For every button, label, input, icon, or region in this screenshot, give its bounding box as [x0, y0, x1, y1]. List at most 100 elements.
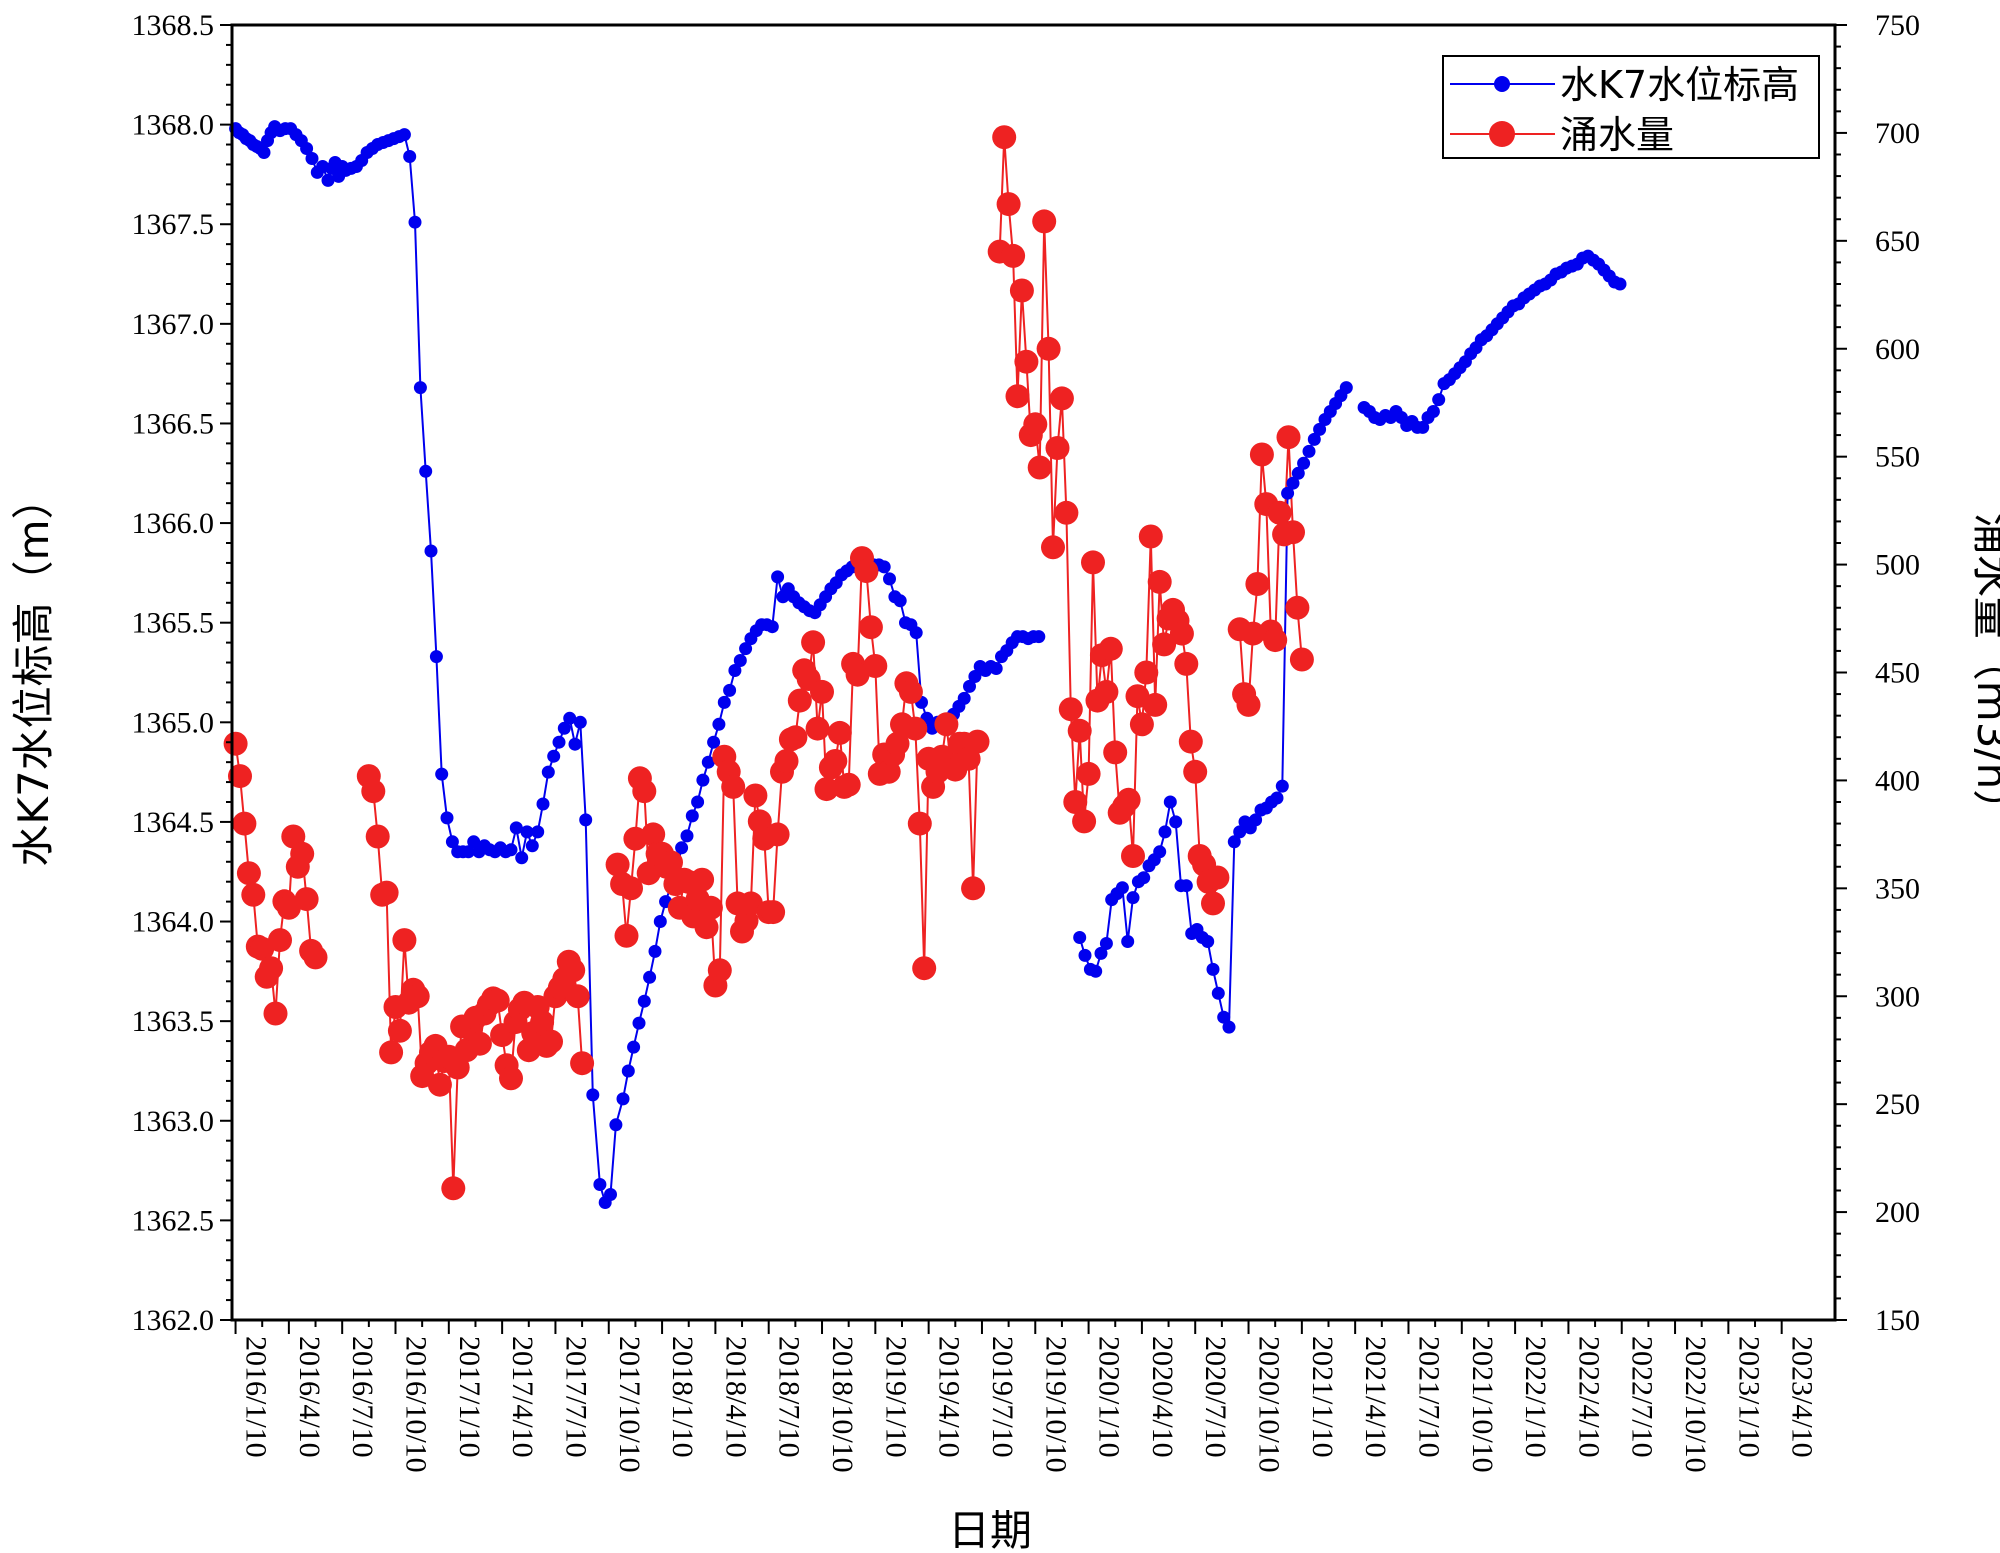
data-point-inflow — [1098, 636, 1123, 661]
data-point-inflow — [1116, 787, 1141, 812]
data-point-water-level — [408, 215, 422, 229]
y-right-tick-label: 200 — [1875, 1196, 1920, 1229]
x-tick-label: 2023/1/10 — [1732, 1336, 1765, 1458]
data-point-inflow — [738, 891, 763, 916]
legend-label-water-level: 水K7水位标高 — [1560, 63, 1799, 107]
x-tick-label: 2020/10/10 — [1253, 1336, 1286, 1473]
data-point-water-level — [509, 821, 523, 835]
y-left-tick-label: 1365.5 — [132, 607, 215, 640]
x-axis-title: 日期 — [948, 1506, 1032, 1553]
data-point-water-level — [1432, 393, 1446, 407]
x-tick-label: 2019/7/10 — [986, 1336, 1019, 1458]
x-tick-label: 2022/7/10 — [1626, 1336, 1659, 1458]
data-point-inflow — [1027, 455, 1052, 480]
data-point-water-level — [1153, 845, 1167, 859]
data-point-inflow — [223, 731, 248, 756]
data-point-inflow — [263, 1001, 288, 1026]
data-point-inflow — [845, 662, 870, 687]
data-point-water-level — [1115, 881, 1129, 895]
data-point-water-level — [440, 811, 454, 825]
data-point-inflow — [1134, 660, 1159, 685]
data-point-inflow — [698, 895, 723, 920]
data-point-inflow — [1014, 349, 1039, 374]
data-point-inflow — [965, 729, 990, 754]
data-point-inflow — [530, 1010, 555, 1035]
data-point-water-level — [419, 464, 433, 478]
data-point-inflow — [1094, 679, 1119, 704]
data-point-inflow — [801, 630, 826, 655]
data-point-inflow — [387, 1018, 412, 1043]
data-point-water-level — [1339, 381, 1353, 395]
data-point-water-level — [653, 915, 667, 928]
data-point-water-level — [424, 544, 438, 558]
y-right-tick-label: 750 — [1875, 9, 1920, 42]
data-point-water-level — [1169, 815, 1183, 829]
data-point-water-level — [573, 715, 587, 729]
data-point-inflow — [863, 654, 888, 678]
data-point-water-level — [989, 662, 1003, 675]
data-point-water-level — [680, 829, 694, 843]
data-point-inflow — [1072, 809, 1097, 834]
data-point-water-level — [1270, 791, 1284, 805]
data-point-inflow — [823, 749, 848, 773]
data-point-water-level — [771, 570, 785, 584]
data-point-inflow — [694, 915, 719, 940]
data-point-inflow — [1236, 692, 1261, 717]
data-point-water-level — [733, 654, 747, 667]
data-point-inflow — [290, 841, 315, 866]
data-point-water-level — [515, 851, 529, 865]
data-point-water-level — [467, 835, 481, 849]
data-point-inflow — [659, 850, 683, 875]
data-point-inflow — [228, 764, 252, 789]
data-point-water-level — [707, 735, 721, 749]
data-point-water-level — [1249, 813, 1263, 827]
data-point-water-level — [621, 1064, 635, 1078]
data-point-inflow — [392, 928, 417, 953]
data-point-water-level — [1281, 486, 1295, 500]
y-left-tick-label: 1363.0 — [132, 1105, 215, 1138]
y-left-tick-label: 1364.5 — [132, 806, 215, 839]
left-axis: 1362.0 1362.5 1363.0 1363.5 1364.0 1364.5 1365… — [132, 9, 232, 1337]
data-point-water-level — [637, 994, 651, 1008]
data-point-inflow — [619, 876, 643, 901]
data-point-water-level — [909, 626, 923, 640]
data-point-inflow — [1138, 524, 1163, 549]
data-point-inflow — [241, 882, 266, 907]
data-point-water-level — [648, 944, 662, 958]
x-tick-label: 2020/1/10 — [1093, 1336, 1126, 1458]
data-point-water-level — [675, 841, 689, 855]
data-point-inflow — [934, 712, 959, 737]
data-point-inflow — [1067, 718, 1092, 743]
y-left-tick-label: 1366.5 — [132, 407, 215, 440]
x-tick-label: 2017/1/10 — [453, 1336, 486, 1458]
data-point-water-level — [445, 835, 459, 849]
data-point-water-level — [1286, 476, 1300, 490]
x-tick-label: 2021/10/10 — [1466, 1336, 1499, 1473]
y-left-tick-label: 1367.5 — [132, 208, 215, 241]
series-line-water-level — [234, 125, 1039, 1205]
y-right-tick-label: 350 — [1875, 872, 1920, 905]
data-point-inflow — [1005, 384, 1030, 409]
data-point-inflow — [1245, 572, 1270, 596]
data-point-inflow — [1058, 697, 1083, 722]
data-point-water-level — [957, 691, 971, 705]
data-point-water-level — [413, 381, 427, 395]
bottom-axis: 2016/1/10 2016/4/10 2016/7/10 2016/10/10 201… — [234, 1320, 1819, 1473]
y-left-tick-label: 1367.0 — [132, 308, 215, 341]
x-tick-label: 2016/7/10 — [346, 1336, 379, 1458]
data-point-inflow — [361, 779, 386, 804]
data-point-water-level — [1073, 931, 1087, 944]
data-point-water-level — [1158, 825, 1172, 839]
data-point-inflow — [1009, 278, 1034, 303]
data-point-inflow — [787, 688, 812, 713]
data-point-inflow — [783, 725, 808, 750]
data-point-inflow — [1076, 761, 1101, 786]
data-point-inflow — [912, 956, 937, 981]
data-point-inflow — [570, 1051, 595, 1076]
data-point-inflow — [485, 988, 510, 1013]
data-point-water-level — [1291, 466, 1305, 480]
x-tick-label: 2021/7/10 — [1412, 1336, 1445, 1458]
data-point-inflow — [236, 861, 261, 886]
data-point-inflow — [1041, 535, 1065, 560]
